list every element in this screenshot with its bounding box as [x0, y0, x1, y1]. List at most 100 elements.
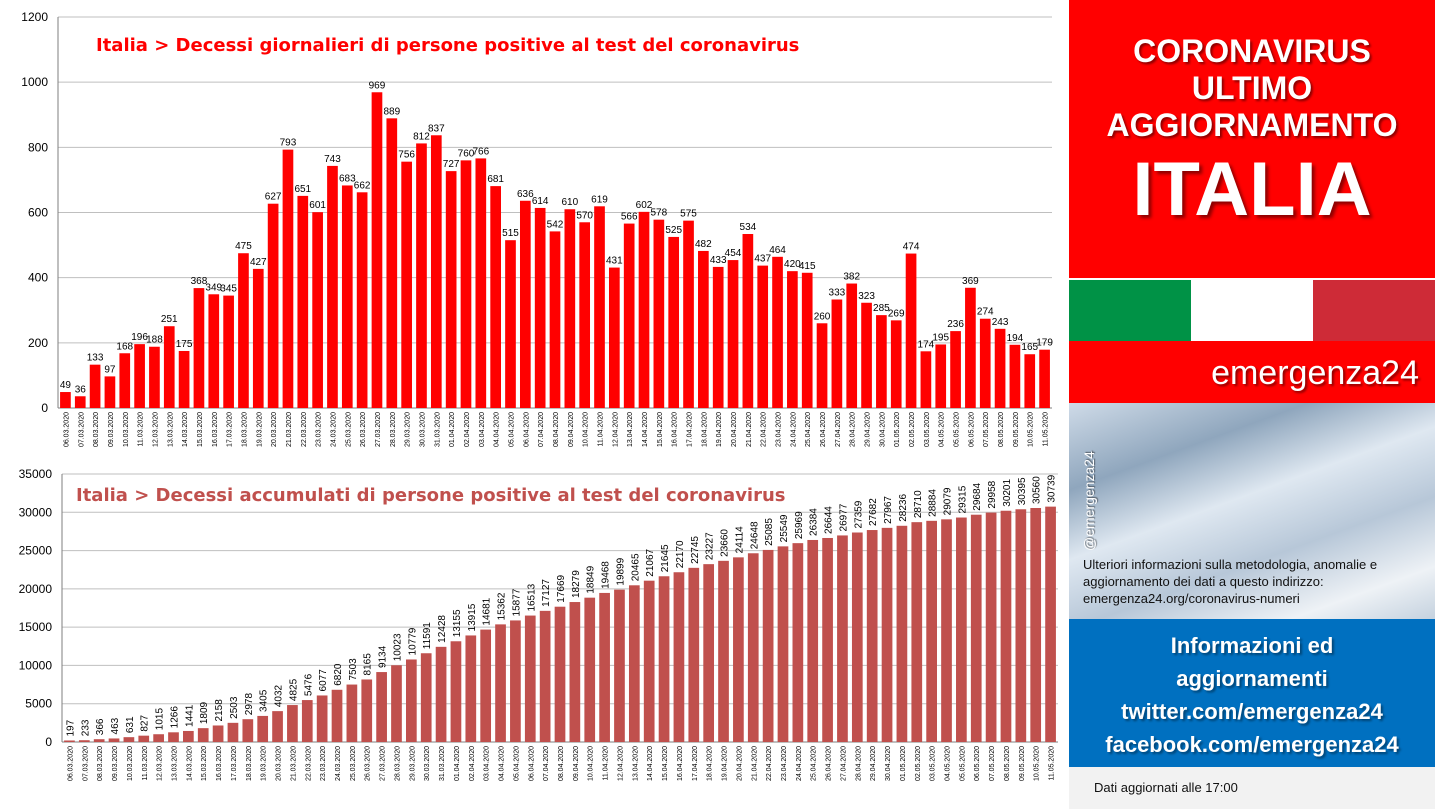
data-label: 251 [161, 314, 178, 325]
bar [1039, 349, 1050, 408]
bar [341, 185, 353, 408]
data-label: 233 [80, 719, 91, 736]
x-tick-label: 05.05.2020 [954, 412, 961, 447]
bar [149, 346, 160, 408]
data-label: 24648 [749, 521, 760, 549]
bar [134, 344, 145, 408]
bar [331, 689, 343, 742]
x-tick-label: 11.05.2020 [1043, 412, 1050, 447]
bar [569, 602, 581, 742]
data-label: 9134 [378, 645, 389, 668]
y-tick-label: 25000 [19, 544, 53, 558]
data-label: 889 [383, 106, 400, 117]
data-label: 12428 [437, 615, 448, 643]
bar [1030, 507, 1042, 742]
data-label: 610 [561, 197, 578, 208]
x-tick-label: 13.04.2020 [632, 746, 639, 781]
x-tick-label: 30.04.2020 [885, 746, 892, 781]
data-label: 534 [740, 222, 757, 233]
x-tick-label: 26.04.2020 [826, 746, 833, 781]
data-label: 30201 [1002, 479, 1013, 507]
bar [703, 564, 715, 742]
x-tick-label: 17.03.2020 [231, 746, 238, 781]
x-tick-label: 18.03.2020 [241, 412, 248, 447]
bar [435, 646, 447, 742]
x-tick-label: 06.04.2020 [523, 412, 530, 447]
x-tick-label: 13.04.2020 [627, 412, 634, 447]
x-tick-label: 02.05.2020 [915, 746, 922, 781]
bar [297, 195, 309, 408]
bar [733, 557, 744, 742]
bar [727, 260, 739, 408]
x-tick-label: 09.04.2020 [568, 412, 575, 447]
bar [361, 679, 373, 742]
bar [108, 738, 120, 742]
x-tick-label: 09.04.2020 [573, 746, 580, 781]
bar [926, 520, 937, 742]
x-tick-label: 19.03.2020 [261, 746, 268, 781]
x-tick-label: 10.05.2020 [1034, 746, 1041, 781]
y-tick-label: 200 [28, 336, 48, 350]
x-tick-label: 19.04.2020 [716, 412, 723, 447]
x-tick-label: 24.03.2020 [330, 412, 337, 447]
y-tick-label: 35000 [19, 467, 53, 481]
bar [252, 268, 264, 408]
x-tick-label: 07.03.2020 [82, 746, 89, 781]
bar [801, 272, 813, 408]
data-label: 4032 [274, 684, 285, 707]
flag-green-stripe [1069, 280, 1191, 341]
data-label: 27359 [853, 500, 864, 528]
bar [238, 253, 249, 408]
data-label: 14681 [482, 597, 493, 625]
y-tick-label: 30000 [19, 505, 53, 519]
update-time: Dati aggiornati alle 17:00 [1069, 767, 1435, 809]
x-tick-label: 06.05.2020 [974, 746, 981, 781]
bar [524, 615, 536, 742]
cumulative-deaths-chart: 0 5000 10000 15000 20000 25000 30000 35000 197 06… [19, 467, 1058, 781]
twitter-link[interactable]: twitter.com/emergenza24 [1121, 699, 1383, 724]
x-tick-label: 30.03.2020 [424, 746, 431, 781]
x-tick-label: 23.04.2020 [776, 412, 783, 447]
data-label: 23660 [720, 529, 731, 557]
bar [614, 589, 625, 742]
x-tick-label: 07.05.2020 [989, 746, 996, 781]
data-label: 97 [104, 364, 116, 375]
chart-title: Italia > Decessi giornalieri di persone … [96, 35, 799, 56]
x-tick-label: 28.04.2020 [855, 746, 862, 781]
data-label: 11591 [422, 622, 433, 650]
x-tick-label: 02.05.2020 [909, 412, 916, 447]
data-label: 25969 [794, 511, 805, 539]
y-tick-label: 400 [28, 271, 48, 285]
bar [718, 560, 729, 742]
data-label: 662 [354, 180, 371, 191]
x-tick-label: 15.04.2020 [657, 412, 664, 447]
data-label: 349 [205, 282, 222, 293]
data-label: 756 [398, 150, 415, 161]
data-label: 651 [294, 184, 311, 195]
bar [712, 266, 724, 408]
facebook-link[interactable]: facebook.com/emergenza24 [1105, 732, 1399, 757]
x-tick-label: 26.03.2020 [365, 746, 372, 781]
bar [138, 735, 150, 742]
bar [594, 206, 605, 408]
bar [861, 302, 872, 408]
flag-white-stripe [1191, 280, 1313, 341]
data-label: 636 [517, 189, 534, 200]
bar [519, 200, 531, 408]
data-label: 766 [472, 146, 489, 157]
x-tick-label: 07.03.2020 [78, 412, 85, 447]
data-label: 274 [977, 307, 994, 318]
bar [757, 265, 769, 408]
x-tick-label: 07.04.2020 [538, 412, 545, 447]
data-label: 602 [636, 200, 653, 211]
bar [346, 684, 358, 742]
flag-red-stripe [1313, 280, 1435, 341]
data-label: 2503 [229, 696, 240, 719]
x-tick-label: 30.03.2020 [419, 412, 426, 447]
data-label: 21645 [660, 544, 671, 572]
x-tick-label: 01.04.2020 [454, 746, 461, 781]
x-tick-label: 02.04.2020 [469, 746, 476, 781]
x-tick-label: 24.04.2020 [796, 746, 803, 781]
x-tick-label: 27.04.2020 [835, 412, 842, 447]
data-label: 323 [858, 291, 875, 302]
